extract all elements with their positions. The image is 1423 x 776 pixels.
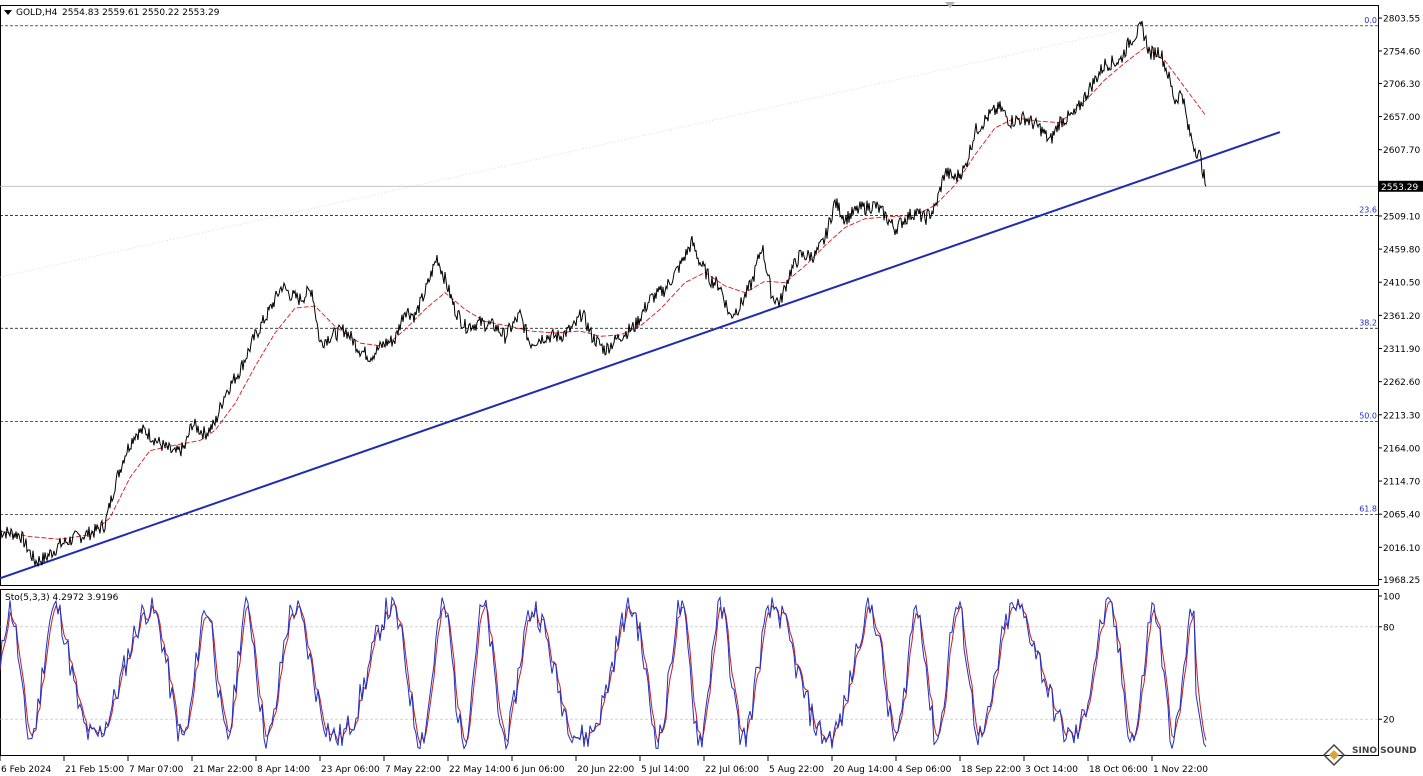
price-tick-label: 2016.10: [1383, 544, 1420, 554]
time-tick-label: 1 Nov 22:00: [1153, 765, 1208, 775]
watermark-text: SINO SOUND: [1352, 746, 1417, 756]
time-tick-label: 7 May 22:00: [385, 765, 441, 775]
price-tick-label: 2509.10: [1383, 212, 1420, 222]
stochastic-main-line: [0, 595, 1207, 751]
stochastic-label: Sto(5,3,3) 4.2972 3.9196: [5, 593, 119, 603]
fibonacci-levels: 0.0 23.6 38.2 50.0 61.8: [0, 16, 1378, 515]
time-tick-label: 20 Aug 14:00: [833, 765, 894, 775]
time-tick-label: 18 Oct 06:00: [1089, 765, 1148, 775]
stoch-tick-label: 20: [1383, 716, 1395, 726]
price-tick-label: 1968.25: [1383, 576, 1420, 586]
price-tick-label: 2754.60: [1383, 47, 1420, 57]
fib-label-50.0: 50.0: [1359, 412, 1377, 421]
price-tick-label: 2410.50: [1383, 279, 1420, 289]
time-tick-label: 6 Jun 06:00: [513, 765, 565, 775]
price-tick-label: 2311.90: [1383, 345, 1420, 355]
time-tick-label: 23 Apr 06:00: [321, 765, 380, 775]
time-tick-label: 6 Feb 2024: [1, 765, 52, 775]
fib-label-61.8: 61.8: [1359, 504, 1377, 513]
time-tick-label: 5 Jul 14:00: [641, 765, 690, 775]
diamond-logo-icon: [1322, 743, 1346, 767]
price-tick-label: 2114.70: [1383, 478, 1420, 488]
symbol-header: GOLD,H4 2554.83 2559.61 2550.22 2553.29: [4, 8, 220, 18]
price-tick-label: 2706.30: [1383, 80, 1420, 90]
symbol-label: GOLD,H4: [16, 8, 58, 18]
time-tick-label: 18 Sep 22:00: [961, 765, 1021, 775]
scroll-marker-icon[interactable]: [945, 2, 955, 8]
time-tick-label: 4 Sep 06:00: [897, 765, 952, 775]
support-trendline[interactable]: [0, 131, 1281, 580]
current-price-value: 2553.29: [1381, 183, 1418, 193]
current-price-tag: 2553.29: [1379, 180, 1423, 193]
fib-label-38.2: 38.2: [1359, 318, 1377, 327]
watermark-logo: SINO SOUND: [1322, 743, 1417, 767]
time-tick-label: 22 Jul 06:00: [705, 765, 759, 775]
price-tick-label: 2065.40: [1383, 511, 1420, 521]
indicator-pane-frame: [0, 589, 1379, 756]
time-tick-label: 8 Apr 14:00: [257, 765, 310, 775]
fib-label-23.6: 23.6: [1359, 205, 1377, 214]
time-tick-label: 22 May 14:00: [449, 765, 511, 775]
stoch-tick-label: 80: [1383, 623, 1395, 633]
price-tick-label: 2361.20: [1383, 312, 1420, 322]
price-tick-label: 2459.80: [1383, 246, 1420, 256]
diamond-logo-core-icon: [1329, 750, 1339, 760]
time-tick-label: 3 Oct 14:00: [1025, 765, 1078, 775]
price-series-line: [0, 20, 1207, 568]
price-tick-label: 2607.70: [1383, 146, 1420, 156]
price-tick-label: 2657.00: [1383, 113, 1420, 123]
price-tick-label: 2262.60: [1383, 378, 1420, 388]
stochastic-signal-line: [0, 600, 1207, 745]
time-tick-label: 21 Feb 15:00: [65, 765, 124, 775]
current-price-tag-bg: [1379, 180, 1423, 192]
time-tick-label: 21 Mar 22:00: [193, 765, 253, 775]
price-tick-label: 2803.55: [1383, 15, 1420, 25]
time-tick-label: 20 Jun 22:00: [577, 765, 634, 775]
price-tick-label: 2164.00: [1383, 444, 1420, 454]
fib-label-0.0: 0.0: [1364, 16, 1377, 25]
stoch-tick-label: 100: [1383, 593, 1400, 603]
ohlc-values: 2554.83 2559.61 2550.22 2553.29: [62, 8, 220, 18]
stochastic-axis: 100 80 20: [1378, 593, 1400, 726]
moving-average-line: [0, 46, 1206, 540]
time-axis: 6 Feb 2024 21 Feb 15:00 7 Mar 07:00 21 Mar …: [0, 756, 1208, 775]
price-pane-frame: [0, 5, 1379, 586]
time-tick-label: 7 Mar 07:00: [129, 765, 184, 775]
price-axis: 2803.55 2754.60 2706.30 2657.00 2607.70 2509.…: [1378, 15, 1420, 586]
dropdown-triangle-icon[interactable]: [4, 10, 12, 15]
time-tick-label: 5 Aug 22:00: [769, 765, 824, 775]
price-tick-label: 2213.30: [1383, 411, 1420, 421]
